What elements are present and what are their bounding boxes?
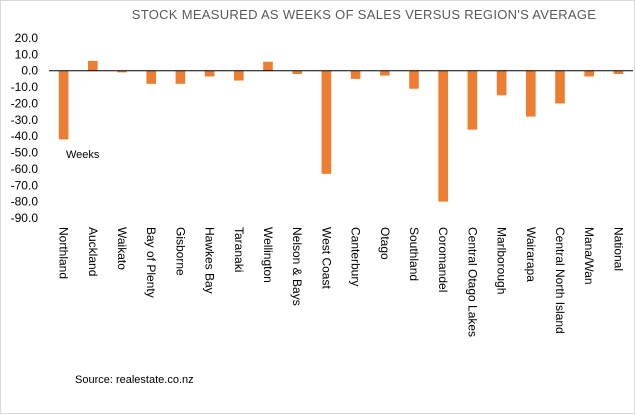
x-tick-label: National bbox=[611, 227, 625, 271]
bar-west-coast bbox=[321, 70, 332, 174]
x-tick-label: Marlborough bbox=[495, 227, 509, 294]
bar-marlborough bbox=[496, 70, 507, 96]
bar-series bbox=[58, 60, 624, 202]
x-tick-label: Hawkes Bay bbox=[203, 227, 217, 294]
weeks-annotation: Weeks bbox=[66, 149, 100, 161]
bar-bay-of-plenty bbox=[146, 70, 157, 84]
bar-national bbox=[613, 70, 624, 74]
bar-wairarapa bbox=[525, 70, 536, 117]
bar-hawkes-bay bbox=[204, 70, 215, 77]
bar-waikato bbox=[117, 70, 127, 73]
x-tick-label: Gisborne bbox=[173, 227, 187, 276]
bar-taranaki bbox=[233, 70, 244, 81]
bar-southland bbox=[409, 70, 419, 89]
bar-gisborne bbox=[175, 70, 186, 84]
bar-central-otago-lakes bbox=[467, 70, 478, 130]
x-axis-ticks: Northland Auckland Waikato Bay of Plenty Gis… bbox=[57, 227, 626, 337]
y-tick-label: 0.0 bbox=[21, 64, 38, 78]
bar-central-north-island bbox=[555, 70, 565, 104]
x-tick-label: Canterbury bbox=[349, 227, 363, 286]
x-tick-label: Mana/Wan bbox=[582, 227, 596, 285]
y-tick-label: -50.0 bbox=[11, 146, 39, 160]
bar-northland bbox=[58, 70, 69, 140]
chart-title: STOCK MEASURED AS WEEKS OF SALES VERSUS … bbox=[132, 7, 597, 22]
y-tick-label: -20.0 bbox=[11, 96, 39, 110]
x-tick-label: Taranaki bbox=[232, 227, 246, 272]
source-note: Source: realestate.co.nz bbox=[75, 374, 194, 386]
x-tick-label: Northland bbox=[57, 227, 71, 279]
y-tick-label: 20.0 bbox=[15, 31, 39, 45]
bar-nelson-bays bbox=[292, 70, 303, 74]
x-tick-label: Otago bbox=[378, 227, 392, 260]
x-tick-label: Nelson & Bays bbox=[290, 227, 304, 306]
y-tick-label: -80.0 bbox=[11, 195, 39, 209]
bar-coromandel bbox=[438, 70, 449, 202]
y-tick-label: -90.0 bbox=[11, 211, 39, 225]
bar-wellington bbox=[263, 61, 273, 71]
bar-otago bbox=[379, 70, 390, 76]
x-tick-label: Southland bbox=[407, 227, 421, 281]
x-tick-label: Auckland bbox=[86, 227, 100, 276]
y-tick-label: -70.0 bbox=[11, 178, 39, 192]
x-tick-label: Wellington bbox=[261, 227, 275, 283]
y-tick-label: -10.0 bbox=[11, 80, 39, 94]
y-tick-label: -60.0 bbox=[11, 162, 39, 176]
x-tick-label: Coromandel bbox=[436, 227, 450, 292]
bar-canterbury bbox=[350, 70, 361, 79]
x-tick-label: West Coast bbox=[319, 227, 333, 289]
y-tick-label: -30.0 bbox=[11, 113, 39, 127]
bar-mana-wan bbox=[584, 70, 595, 77]
x-tick-label: Waikato bbox=[115, 227, 129, 270]
x-tick-label: Bay of Plenty bbox=[144, 227, 158, 298]
bar-auckland bbox=[87, 60, 98, 71]
x-tick-label: Wairarapa bbox=[524, 227, 538, 282]
y-tick-label: -40.0 bbox=[11, 129, 39, 143]
x-tick-label: Central Otago Lakes bbox=[465, 227, 479, 337]
y-tick-label: 10.0 bbox=[15, 47, 39, 61]
x-tick-label: Central North Island bbox=[553, 227, 567, 334]
y-axis-ticks: 20.0 10.0 0.0 -10.0 -20.0 -30.0 -40.0 -50.0 -60.… bbox=[11, 31, 39, 225]
